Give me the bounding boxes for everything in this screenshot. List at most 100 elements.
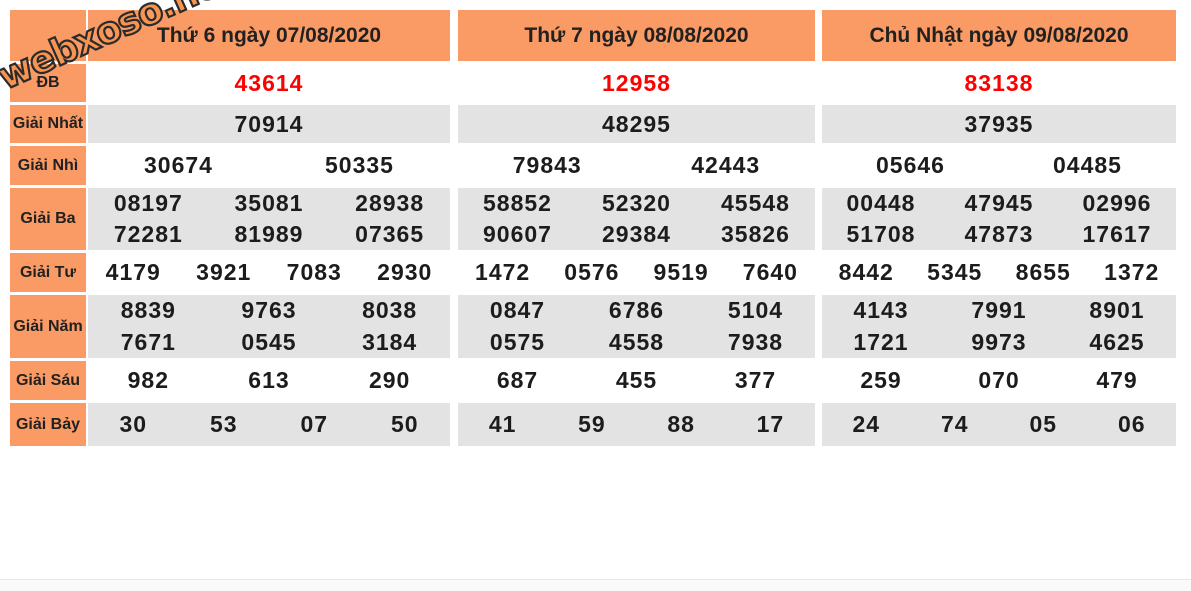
prize-number: 06 [1117, 411, 1146, 437]
prize-number: 1721 [853, 328, 909, 355]
prize-number: 9519 [653, 259, 709, 285]
prize-number: 52320 [602, 190, 671, 216]
row-second-prize: 05646 04485 [822, 146, 1176, 188]
prize-number: 58852 [483, 190, 552, 216]
prize-number: 290 [368, 367, 411, 393]
row-fifth-prize: 4143 7991 8901 1721 9973 4625 [822, 295, 1176, 361]
prize-number: 50335 [325, 152, 394, 178]
row-second-prize: 30674 50335 [88, 146, 450, 188]
row-third-prize: 58852 52320 45548 90607 29384 35826 [458, 188, 815, 253]
prize-number: 4143 [853, 297, 909, 324]
prize-number: 51708 [846, 221, 916, 247]
row-label-giai-sau: Giải Sáu [10, 361, 88, 403]
prize-number: 3184 [362, 328, 418, 355]
prize-number: 17617 [1082, 221, 1152, 247]
row-fourth-prize: 4179 3921 7083 2930 [88, 253, 450, 295]
prize-number: 8901 [1089, 297, 1145, 324]
day-header: Thứ 7 ngày 08/08/2020 [458, 10, 815, 64]
prize-number: 35081 [234, 190, 304, 216]
prize-number: 42443 [691, 152, 761, 178]
prize-number: 74 [940, 411, 969, 437]
row-label-giai-nhi: Giải Nhì [10, 146, 88, 188]
row-fourth-prize: 8442 5345 8655 1372 [822, 253, 1176, 295]
label-header-cell [10, 10, 88, 64]
row-seventh-prize: 24 74 05 06 [822, 403, 1176, 446]
prize-number: 613 [248, 367, 290, 393]
prize-number: 8839 [120, 297, 176, 324]
prize-number: 12958 [602, 69, 671, 96]
row-fourth-prize: 1472 0576 9519 7640 [458, 253, 815, 295]
prize-number: 83138 [964, 69, 1034, 96]
row-fifth-prize: 8839 9763 8038 7671 0545 3184 [88, 295, 450, 361]
prize-number: 79843 [512, 152, 582, 178]
day-header: Chủ Nhật ngày 09/08/2020 [822, 10, 1176, 64]
prize-number: 90607 [483, 221, 552, 247]
row-label-giai-nam: Giải Năm [10, 295, 88, 361]
prize-number: 9973 [971, 328, 1027, 355]
prize-number: 9763 [241, 297, 297, 324]
prize-number: 35826 [721, 221, 790, 247]
prize-number: 81989 [234, 221, 304, 247]
prize-number: 41 [488, 411, 517, 437]
prize-number: 47873 [964, 221, 1034, 247]
prize-number: 6786 [608, 297, 665, 324]
prize-number: 08197 [113, 190, 183, 216]
prize-number: 455 [615, 367, 658, 393]
row-label-giai-bay: Giải Bảy [10, 403, 88, 446]
lottery-results-table: ĐB Giải Nhất Giải Nhì Giải Ba Giải Tư Gi… [10, 10, 1176, 446]
prize-number: 04485 [1053, 152, 1122, 178]
prize-number: 7991 [971, 297, 1027, 324]
prize-number: 5104 [727, 297, 784, 324]
prize-number: 4625 [1089, 328, 1145, 355]
prize-number: 982 [127, 367, 170, 393]
row-label-giai-ba: Giải Ba [10, 188, 88, 253]
prize-number: 72281 [113, 221, 183, 247]
row-third-prize: 08197 35081 28938 72281 81989 07365 [88, 188, 450, 253]
row-sixth-prize: 982 613 290 [88, 361, 450, 403]
prize-number: 8038 [362, 297, 418, 324]
prize-number: 4179 [105, 259, 161, 285]
prize-number: 30674 [144, 152, 213, 178]
prize-number: 0575 [489, 328, 546, 355]
prize-number: 7083 [286, 259, 342, 285]
prize-number: 0847 [489, 297, 546, 324]
prize-number: 24 [852, 411, 881, 437]
row-special-prize: 12958 [458, 64, 815, 105]
prize-number: 259 [860, 367, 902, 393]
prize-number: 05 [1029, 411, 1058, 437]
row-second-prize: 79843 42443 [458, 146, 815, 188]
prize-number: 5345 [927, 259, 983, 285]
prize-number: 88 [667, 411, 695, 437]
prize-number: 47945 [964, 190, 1034, 216]
row-special-prize: 43614 [88, 64, 450, 105]
row-fifth-prize: 0847 6786 5104 0575 4558 7938 [458, 295, 815, 361]
prize-number: 070 [978, 367, 1020, 393]
prize-number: 59 [578, 411, 606, 437]
prize-label-column: ĐB Giải Nhất Giải Nhì Giải Ba Giải Tư Gi… [10, 10, 88, 446]
prize-number: 687 [496, 367, 539, 393]
prize-number: 0576 [564, 259, 620, 285]
row-special-prize: 83138 [822, 64, 1176, 105]
prize-number: 8655 [1015, 259, 1071, 285]
prize-number: 05646 [876, 152, 945, 178]
row-third-prize: 00448 47945 02996 51708 47873 17617 [822, 188, 1176, 253]
prize-number: 0545 [241, 328, 297, 355]
row-label-giai-tu: Giải Tư [10, 253, 88, 295]
prize-number: 17 [756, 411, 785, 437]
prize-number: 07 [300, 411, 329, 437]
prize-number: 1472 [475, 259, 531, 285]
row-first-prize: 70914 [88, 105, 450, 146]
row-seventh-prize: 30 53 07 50 [88, 403, 450, 446]
prize-number: 479 [1096, 367, 1138, 393]
day-column-sunday: Chủ Nhật ngày 09/08/2020 83138 37935 056… [822, 10, 1176, 446]
prize-number: 2930 [377, 259, 433, 285]
row-sixth-prize: 259 070 479 [822, 361, 1176, 403]
prize-number: 07365 [355, 221, 425, 247]
prize-number: 28938 [355, 190, 425, 216]
prize-number: 48295 [602, 110, 671, 137]
prize-number: 7938 [727, 328, 784, 355]
prize-number: 7640 [742, 259, 798, 285]
prize-number: 377 [734, 367, 777, 393]
prize-number: 45548 [721, 190, 790, 216]
prize-number: 53 [209, 411, 238, 437]
